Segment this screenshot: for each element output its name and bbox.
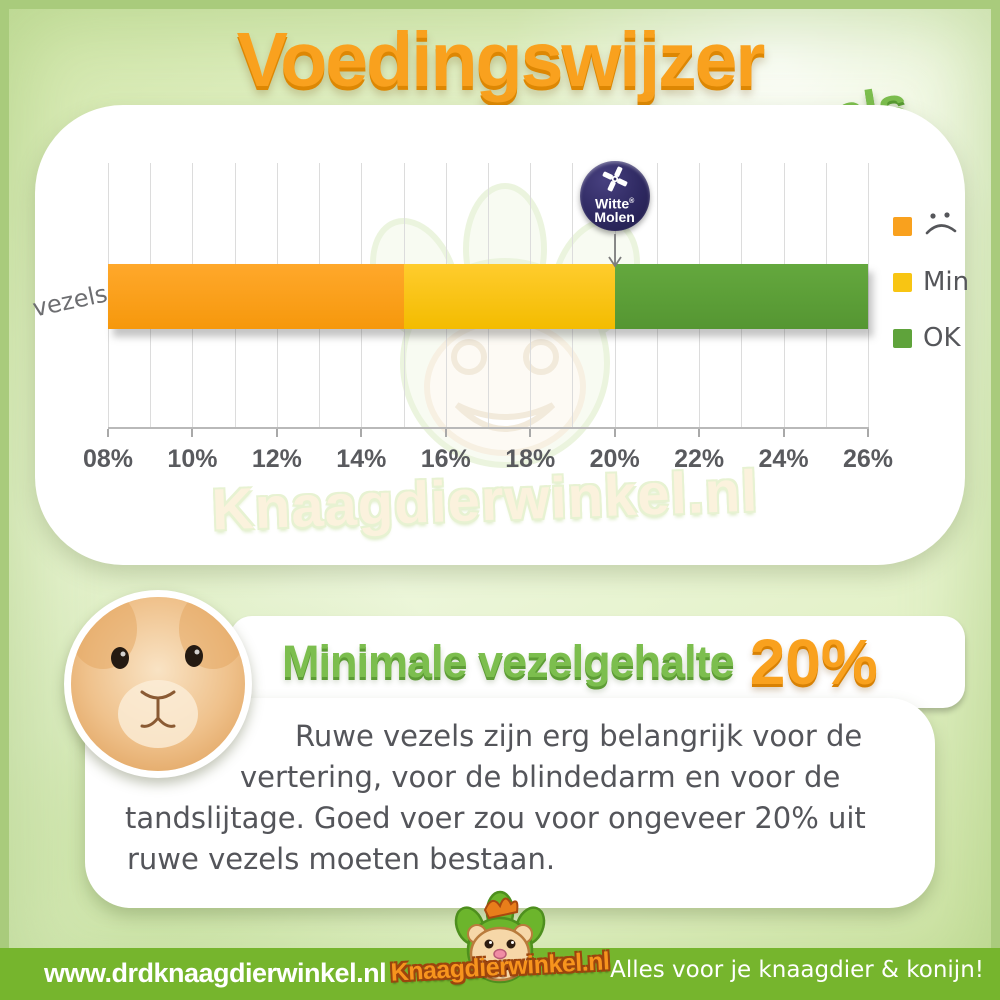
rabbit-photo [64,590,252,778]
tick-mark [782,429,785,437]
legend-swatch-yellow [893,272,912,292]
legend-swatch-orange [893,216,912,236]
footer-mascot-icon [454,890,546,984]
tick-mark [529,429,532,437]
x-tick-label: 20% [589,445,640,473]
legend-label-min: Min [923,267,970,297]
stacked-bar [108,264,868,329]
bar-segment-ok [614,264,868,329]
bar-segment-te-weinig [108,264,404,329]
page-title: Voedingswijzer [236,17,766,103]
body-line: tandslijtage. Goed voer zou voor ongevee… [125,801,866,835]
info-heading-card: Minimale vezelgehalte 20% [230,616,965,708]
footer-tagline: Alles voor je knaagdier & konijn! [610,957,984,983]
tick-mark [191,429,194,437]
tick-mark [698,429,701,437]
gridline [868,163,869,427]
brand-marker: Witte® Molen [579,161,650,231]
body-line: Ruwe vezels zijn erg belangrijk voor de [295,719,863,753]
x-tick-label: 12% [251,445,302,473]
body-line: ruwe vezels moeten bestaan. [127,842,556,876]
x-tick-label: 26% [842,445,894,473]
x-tick-label: 16% [420,445,471,473]
legend-item-te-weinig [893,211,969,239]
brand-marker-label: Witte® Molen [594,195,635,225]
tick-mark [867,429,869,437]
tick-mark [275,429,278,437]
x-tick-label: 22% [674,445,725,473]
tick-mark [613,429,616,437]
legend: Min OK [893,211,970,381]
bar-segment-minimum [403,264,615,329]
y-axis-label: vezels [30,279,110,323]
x-tick-label: 10% [167,445,218,473]
body-line: vertering, voor de blindedarm en voor de [240,760,841,794]
tick-mark [107,429,109,437]
tick-mark [360,429,363,437]
legend-item-ok: OK [893,323,969,353]
chart-card: Knaagdierwinkel.nl 08% 10% 12% 14% 16% 18% 20%… [30,105,969,565]
x-tick-label: 24% [758,445,809,473]
info-body-card: Ruwe vezels zijn erg belangrijk voor de … [85,698,935,908]
x-axis-line [108,427,869,429]
legend-label-ok: OK [923,323,961,353]
tick-mark [444,429,447,437]
legend-swatch-green [893,328,912,348]
x-axis-ticks: 08% 10% 12% 14% 16% 18% 20% 22% 24% 26% [83,427,893,487]
info-heading-value: 20% [749,626,878,698]
windmill-icon [602,166,628,192]
x-tick-label: 18% [505,445,556,473]
footer-url[interactable]: www.drdknaagdierwinkel.nl [44,958,387,988]
x-tick-label: 08% [82,445,134,473]
x-tick-label: 14% [336,445,387,473]
marker-arrow [607,234,622,268]
legend-item-min: Min [893,267,970,297]
sad-face-icon [923,210,959,243]
info-heading: Minimale vezelgehalte [282,636,735,687]
